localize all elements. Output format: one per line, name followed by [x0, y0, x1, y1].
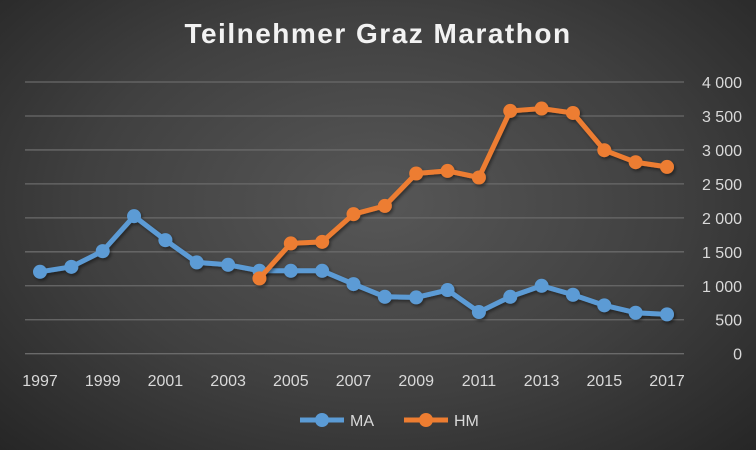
legend-marker: [419, 413, 433, 427]
y-tick-label: 1 500: [702, 245, 742, 262]
series-hm: [252, 101, 674, 286]
y-tick-label: 4 000: [702, 75, 742, 92]
data-point: [409, 166, 424, 181]
data-point: [33, 264, 47, 279]
data-point: [471, 305, 486, 320]
series-line: [257, 106, 668, 281]
data-point: [283, 263, 298, 278]
data-point: [628, 305, 643, 320]
data-point: [377, 289, 392, 304]
x-tick-label: 2009: [398, 373, 434, 390]
x-tick-label: 2005: [273, 373, 309, 390]
data-point: [660, 307, 674, 322]
data-point: [565, 287, 580, 302]
series-ma: [33, 209, 674, 322]
x-tick-label: 2001: [148, 373, 184, 390]
data-point: [64, 259, 79, 274]
data-point: [315, 263, 330, 278]
data-point: [660, 159, 674, 174]
data-point: [127, 209, 142, 224]
data-point: [346, 207, 361, 222]
data-point: [283, 236, 298, 251]
data-point: [534, 278, 549, 293]
data-point: [503, 103, 518, 118]
data-point: [597, 143, 612, 158]
data-point: [189, 255, 204, 270]
y-tick-label: 3 500: [702, 109, 742, 126]
data-point: [95, 244, 110, 259]
chart-title: Teilnehmer Graz Marathon: [184, 18, 572, 49]
data-point: [534, 101, 549, 116]
x-tick-label: 2003: [210, 373, 246, 390]
data-point: [409, 290, 424, 305]
data-point: [597, 298, 612, 313]
x-tick-label: 2007: [336, 373, 372, 390]
data-point: [440, 283, 455, 298]
y-tick-label: 2 500: [702, 177, 742, 194]
data-point: [471, 170, 486, 185]
data-point: [440, 163, 455, 178]
data-point: [221, 257, 236, 272]
legend-item-hm: HM: [404, 413, 479, 430]
x-tick-label: 2015: [587, 373, 623, 390]
x-tick-label: 2013: [524, 373, 560, 390]
data-point: [503, 289, 518, 304]
legend-label: MA: [350, 413, 374, 430]
y-tick-label: 1 000: [702, 279, 742, 296]
x-tick-label: 2017: [649, 373, 685, 390]
legend-label: HM: [454, 413, 479, 430]
data-point: [377, 198, 392, 213]
x-tick-label: 1997: [22, 373, 58, 390]
data-point: [315, 234, 330, 249]
data-point: [346, 277, 361, 292]
data-point: [628, 155, 643, 170]
data-point: [252, 271, 267, 286]
y-tick-label: 500: [715, 313, 742, 330]
legend-marker: [315, 413, 329, 427]
x-tick-label: 2011: [462, 373, 497, 390]
y-tick-label: 2 000: [702, 211, 742, 228]
legend-item-ma: MA: [300, 413, 374, 430]
y-tick-label: 0: [733, 347, 742, 364]
x-tick-label: 1999: [85, 373, 121, 390]
data-point: [158, 233, 173, 248]
y-tick-label: 3 000: [702, 143, 742, 160]
data-point: [565, 105, 580, 120]
